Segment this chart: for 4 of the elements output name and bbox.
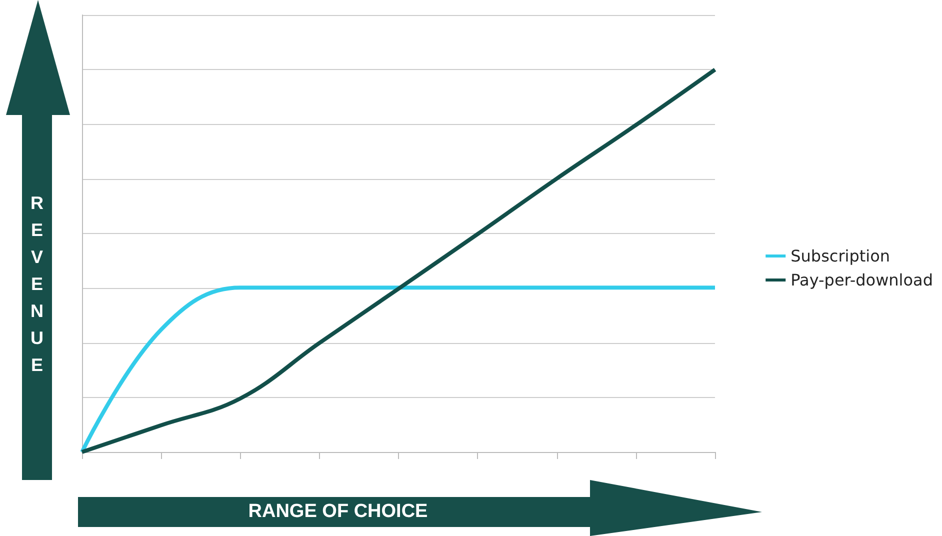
- y-axis-title: REVENUE: [30, 193, 44, 375]
- legend-label: Subscription: [790, 246, 890, 266]
- x-axis-title: RANGE OF CHOICE: [247, 500, 429, 524]
- legend-label: Pay-per-download: [790, 270, 933, 290]
